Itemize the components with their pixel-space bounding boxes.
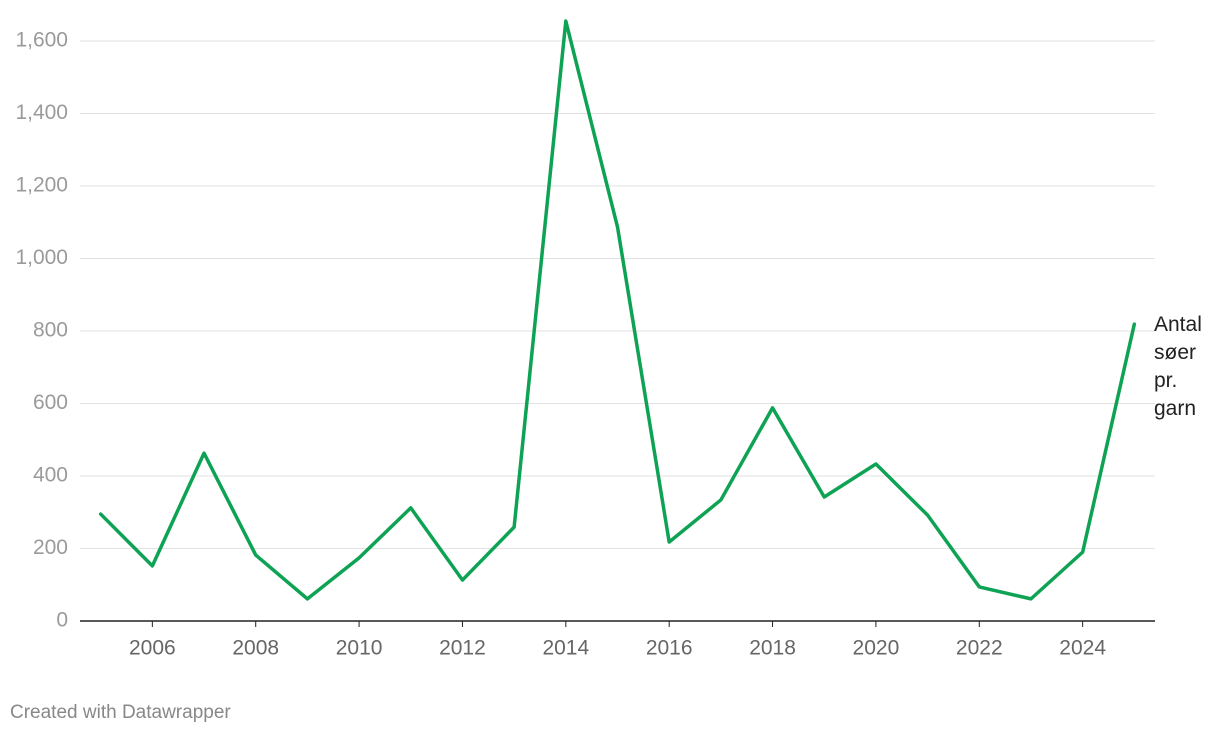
line	[98, 19, 1137, 601]
x-tick-label: 2008	[232, 637, 279, 660]
y-tick-label: 400	[33, 464, 68, 487]
x-tick-label: 2022	[956, 637, 1003, 660]
x-tick-label: 2024	[1059, 637, 1106, 660]
x-tick-label: 2014	[542, 637, 589, 660]
y-tick-label: 1,400	[15, 101, 68, 124]
x-tick-label: 2010	[336, 637, 383, 660]
y-tick-label: 1,600	[15, 29, 68, 52]
x-tick-label: 2006	[129, 637, 176, 660]
x-tick-label: 2012	[439, 637, 486, 660]
x-tick-label: 2018	[749, 637, 796, 660]
footer: Created with Datawrapper	[10, 702, 231, 723]
y-tick-label: 0	[56, 609, 68, 632]
y-tick-label: 600	[33, 391, 68, 414]
y-tick-label: 800	[33, 319, 68, 342]
series-label: Antal søer pr. garn	[1154, 313, 1202, 420]
y-tick-label: 1,000	[15, 246, 68, 269]
x-tick-label: 2020	[853, 637, 900, 660]
x-tick-label: 2016	[646, 637, 693, 660]
y-tick-label: 200	[33, 536, 68, 559]
y-tick-label: 1,200	[15, 174, 68, 197]
